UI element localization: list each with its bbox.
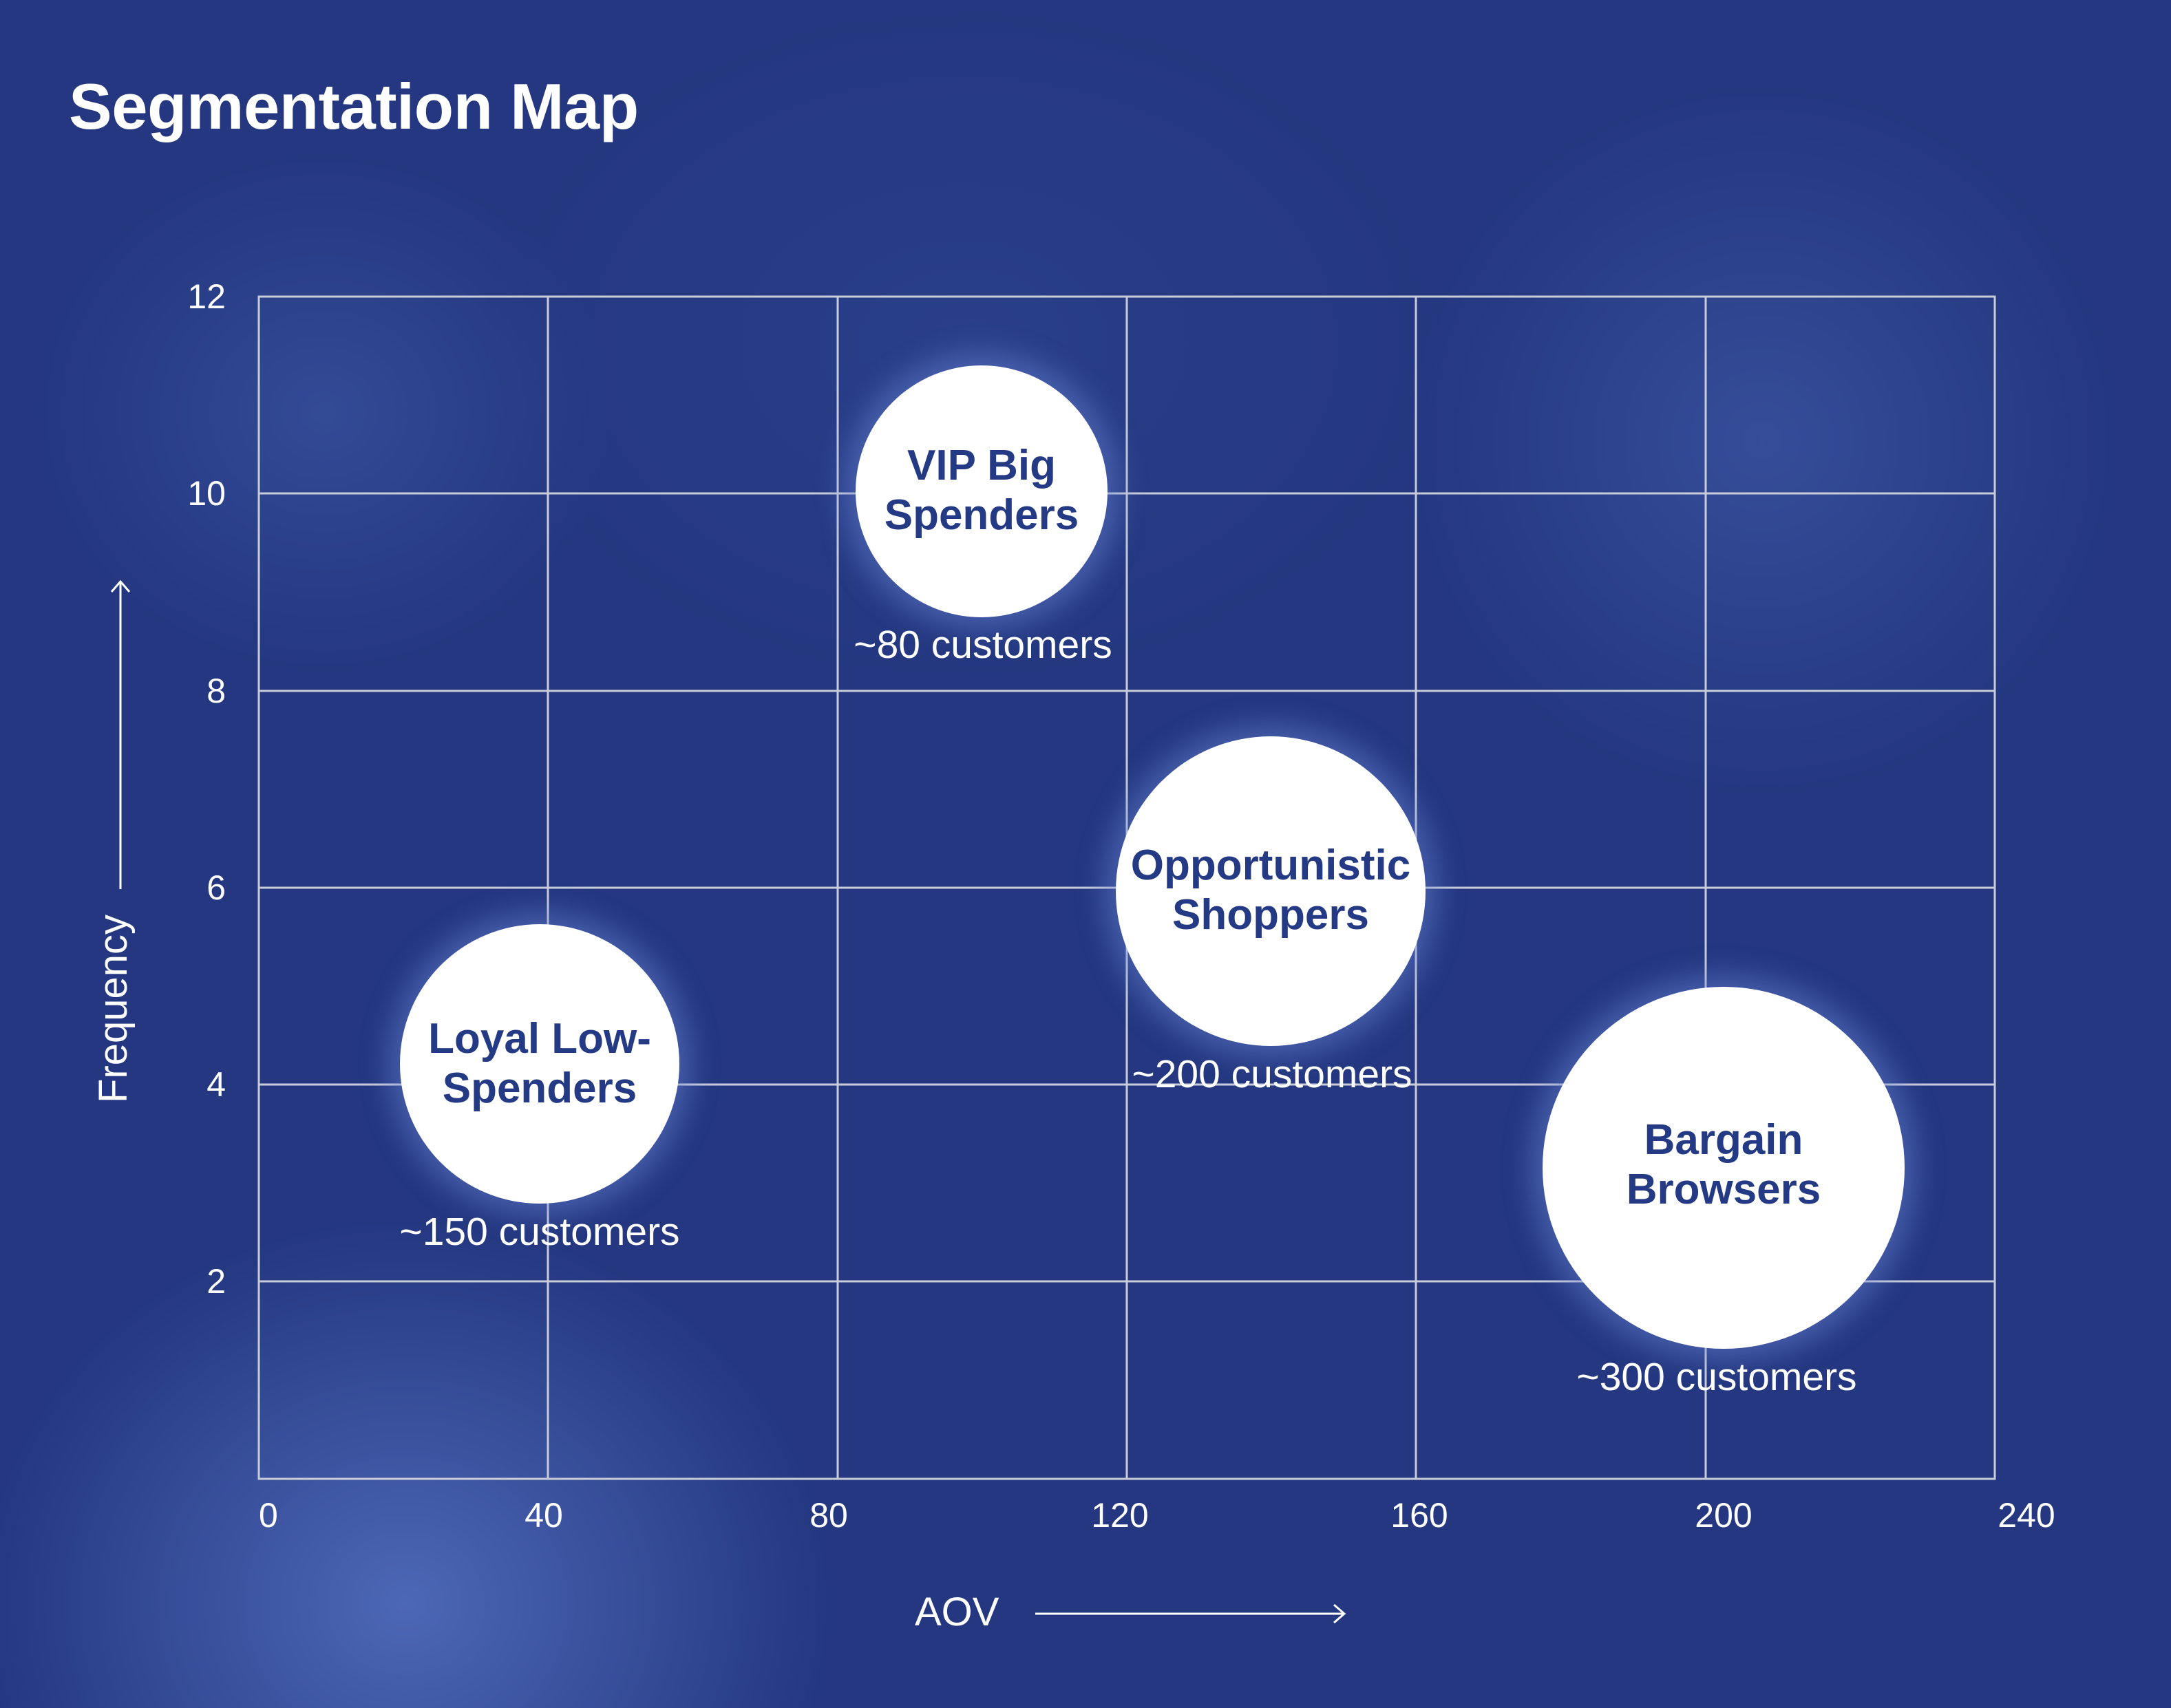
bubble-bargain-browsers: Bargain Browsers xyxy=(1543,987,1905,1349)
y-tick-label: 6 xyxy=(206,868,226,907)
bubble-label: Opportunistic Shoppers xyxy=(1130,842,1411,939)
x-tick-label: 200 xyxy=(1695,1496,1752,1535)
chart-title: Segmentation Map xyxy=(69,70,639,142)
y-tick-label: 4 xyxy=(206,1065,226,1104)
y-axis-label: Frequency xyxy=(91,914,136,1104)
bubble-label: VIP Big Spenders xyxy=(884,442,1079,539)
y-tick-label: 8 xyxy=(206,672,226,710)
x-tick-label: 0 xyxy=(259,1496,278,1535)
x-tick-label: 40 xyxy=(525,1496,563,1535)
bubble-count-label: ~80 customers xyxy=(854,623,1112,667)
y-tick-label: 10 xyxy=(187,474,226,513)
x-tick-label: 120 xyxy=(1091,1496,1149,1535)
x-tick-label: 160 xyxy=(1390,1496,1448,1535)
bubble-label: Loyal Low- Spenders xyxy=(428,1015,651,1112)
bubble-count-label: ~150 customers xyxy=(399,1210,680,1254)
bubble-label: Bargain Browsers xyxy=(1626,1116,1821,1213)
bubble-count-label: ~300 customers xyxy=(1576,1355,1857,1399)
y-axis-arrow-icon xyxy=(110,579,131,889)
y-tick-label: 2 xyxy=(206,1262,226,1301)
bubble-vip-big-spenders: VIP Big Spenders xyxy=(856,365,1108,617)
x-axis-label: AOV xyxy=(915,1590,999,1634)
x-tick-label: 80 xyxy=(809,1496,848,1535)
bubble-count-label: ~200 customers xyxy=(1132,1052,1412,1096)
x-tick-label: 240 xyxy=(1998,1496,2055,1535)
y-tick-label: 12 xyxy=(187,277,226,316)
bubble-loyal-low-spenders: Loyal Low- Spenders xyxy=(400,924,679,1204)
bubble-opportunistic-shoppers: Opportunistic Shoppers xyxy=(1116,736,1426,1046)
x-axis-arrow-icon xyxy=(1035,1603,1346,1624)
